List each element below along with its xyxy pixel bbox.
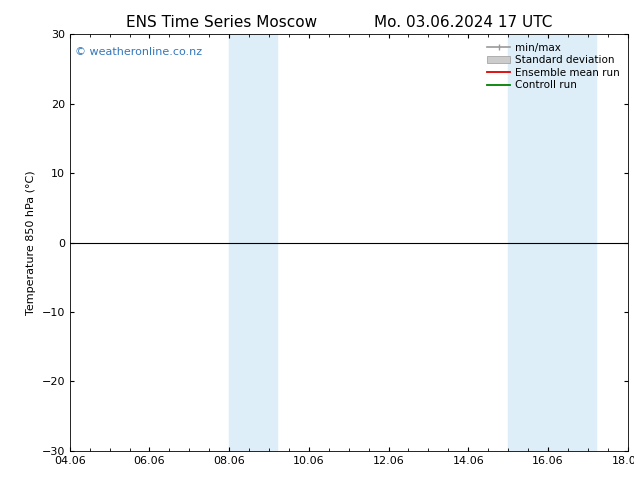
Bar [508,34,596,451]
Bar [229,34,277,451]
Legend: min/max, Standard deviation, Ensemble mean run, Controll run: min/max, Standard deviation, Ensemble me… [484,40,623,94]
Text: ENS Time Series Moscow: ENS Time Series Moscow [126,15,318,30]
Y-axis label: Temperature 850 hPa (°C): Temperature 850 hPa (°C) [26,170,36,315]
Text: © weatheronline.co.nz: © weatheronline.co.nz [75,47,202,57]
Text: Mo. 03.06.2024 17 UTC: Mo. 03.06.2024 17 UTC [373,15,552,30]
